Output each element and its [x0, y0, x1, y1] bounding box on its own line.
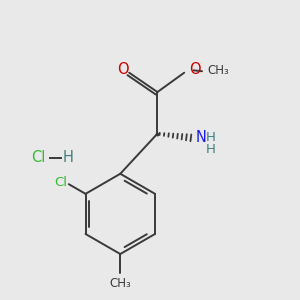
- Text: N: N: [196, 130, 207, 145]
- Text: Cl: Cl: [54, 176, 67, 189]
- Text: Cl: Cl: [31, 150, 46, 165]
- Text: CH₃: CH₃: [110, 277, 131, 290]
- Text: O: O: [189, 62, 200, 77]
- Text: H: H: [206, 143, 215, 156]
- Text: H: H: [206, 131, 215, 144]
- Text: O: O: [117, 62, 128, 77]
- Text: H: H: [63, 150, 74, 165]
- Text: CH₃: CH₃: [207, 64, 229, 77]
